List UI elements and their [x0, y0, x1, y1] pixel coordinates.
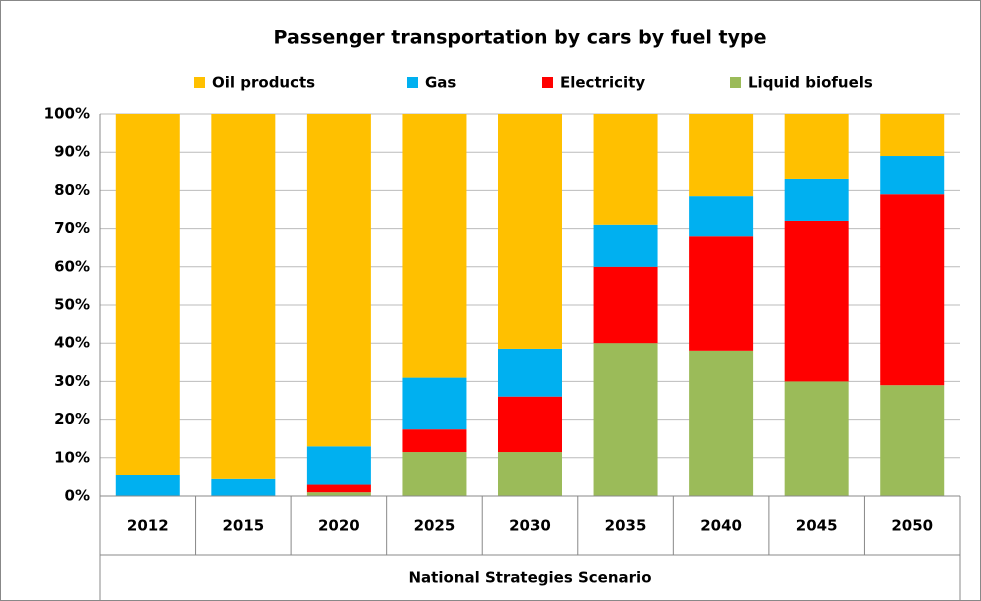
x-tick-label: 2015: [222, 517, 264, 535]
bar-segment: [784, 178, 849, 221]
y-tick-label: 90%: [54, 143, 90, 161]
bar-segment: [498, 114, 562, 349]
chart-title: Passenger transportation by cars by fuel…: [274, 27, 767, 49]
group-label: National Strategies Scenario: [408, 569, 651, 587]
bar-segment: [306, 446, 371, 485]
x-tick-label: 2030: [509, 517, 551, 535]
bar-segment: [880, 385, 945, 496]
x-tick-label: 2035: [605, 517, 647, 535]
y-tick-label: 100%: [44, 105, 90, 123]
bar-segment: [402, 429, 467, 453]
bar-segment: [593, 224, 658, 267]
bar-segment: [115, 474, 180, 496]
bar-segment: [784, 114, 849, 179]
bar-segment: [880, 156, 945, 195]
legend-swatch: [407, 77, 418, 88]
legend-swatch: [542, 77, 553, 88]
bar-segment: [689, 196, 754, 237]
legend-label: Oil products: [212, 74, 315, 92]
x-tick-label: 2025: [414, 517, 456, 535]
bar-segment: [689, 114, 754, 197]
bar-segment: [498, 396, 562, 453]
bar-segment: [402, 114, 467, 378]
bar-segment: [593, 266, 658, 344]
bar-segment: [593, 343, 658, 496]
bar-segment: [689, 236, 754, 351]
bar-segment: [498, 452, 562, 496]
bar-segment: [306, 114, 371, 447]
legend-label: Electricity: [560, 74, 645, 92]
legend-label: Gas: [425, 74, 456, 92]
y-tick-label: 50%: [54, 296, 90, 314]
bar-segment: [306, 484, 371, 493]
bar-segment: [689, 350, 754, 496]
y-tick-label: 60%: [54, 257, 90, 275]
y-tick-label: 70%: [54, 219, 90, 237]
bar-segment: [784, 220, 849, 382]
legend-label: Liquid biofuels: [748, 74, 873, 92]
bar-segment: [880, 114, 945, 157]
y-tick-label: 20%: [54, 410, 90, 428]
legend-swatch: [194, 77, 205, 88]
y-tick-label: 40%: [54, 334, 90, 352]
x-tick-label: 2040: [700, 517, 742, 535]
bar-segment: [115, 114, 180, 475]
bar-segment: [593, 114, 658, 225]
y-tick-label: 10%: [54, 448, 90, 466]
bar-segment: [402, 452, 467, 496]
y-tick-label: 30%: [54, 372, 90, 390]
x-tick-label: 2012: [127, 517, 169, 535]
bar-segment: [211, 114, 276, 479]
x-tick-label: 2020: [318, 517, 360, 535]
y-tick-label: 0%: [65, 487, 90, 505]
bar-segment: [402, 377, 467, 430]
x-tick-label: 2045: [796, 517, 838, 535]
legend-swatch: [730, 77, 741, 88]
bar-segment: [498, 348, 562, 397]
bar-segment: [211, 478, 276, 496]
x-tick-label: 2050: [891, 517, 933, 535]
y-tick-label: 80%: [54, 181, 90, 199]
bar-segment: [306, 492, 371, 496]
bar-segment: [784, 381, 849, 496]
bar-segment: [880, 194, 945, 386]
